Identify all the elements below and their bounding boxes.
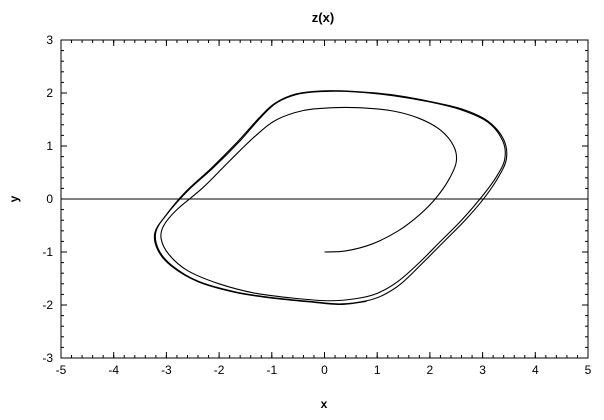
y-axis-label: y [7, 195, 21, 202]
y-tick-labels: 3 2 1 0 -1 -2 -3 [42, 33, 53, 365]
series-line [153, 90, 508, 306]
y-tick-label: 1 [46, 139, 53, 153]
y-tick-label: 2 [46, 86, 53, 100]
y-tick-label: -1 [42, 245, 53, 259]
x-axis-label: x [321, 397, 328, 411]
x-tick-label: -3 [161, 363, 172, 377]
x-tick-label: 3 [479, 363, 486, 377]
x-tick-label: 5 [585, 363, 592, 377]
x-tick-label: -4 [108, 363, 119, 377]
x-tick-label: 0 [321, 363, 328, 377]
y-tick-label: -3 [42, 351, 53, 365]
x-tick-label: 1 [374, 363, 381, 377]
major-ticks [60, 39, 589, 359]
y-tick-label: -2 [42, 298, 53, 312]
y-tick-label: 3 [46, 33, 53, 47]
chart-title: z(x) [312, 10, 334, 25]
y-tick-label: 0 [46, 192, 53, 206]
x-tick-label: 2 [427, 363, 434, 377]
x-tick-label: -5 [56, 363, 67, 377]
x-tick-label: -2 [214, 363, 225, 377]
x-tick-labels: -5 -4 -3 -2 -1 0 1 2 3 4 5 [56, 363, 592, 377]
x-tick-label: -1 [266, 363, 277, 377]
x-tick-label: 4 [532, 363, 539, 377]
